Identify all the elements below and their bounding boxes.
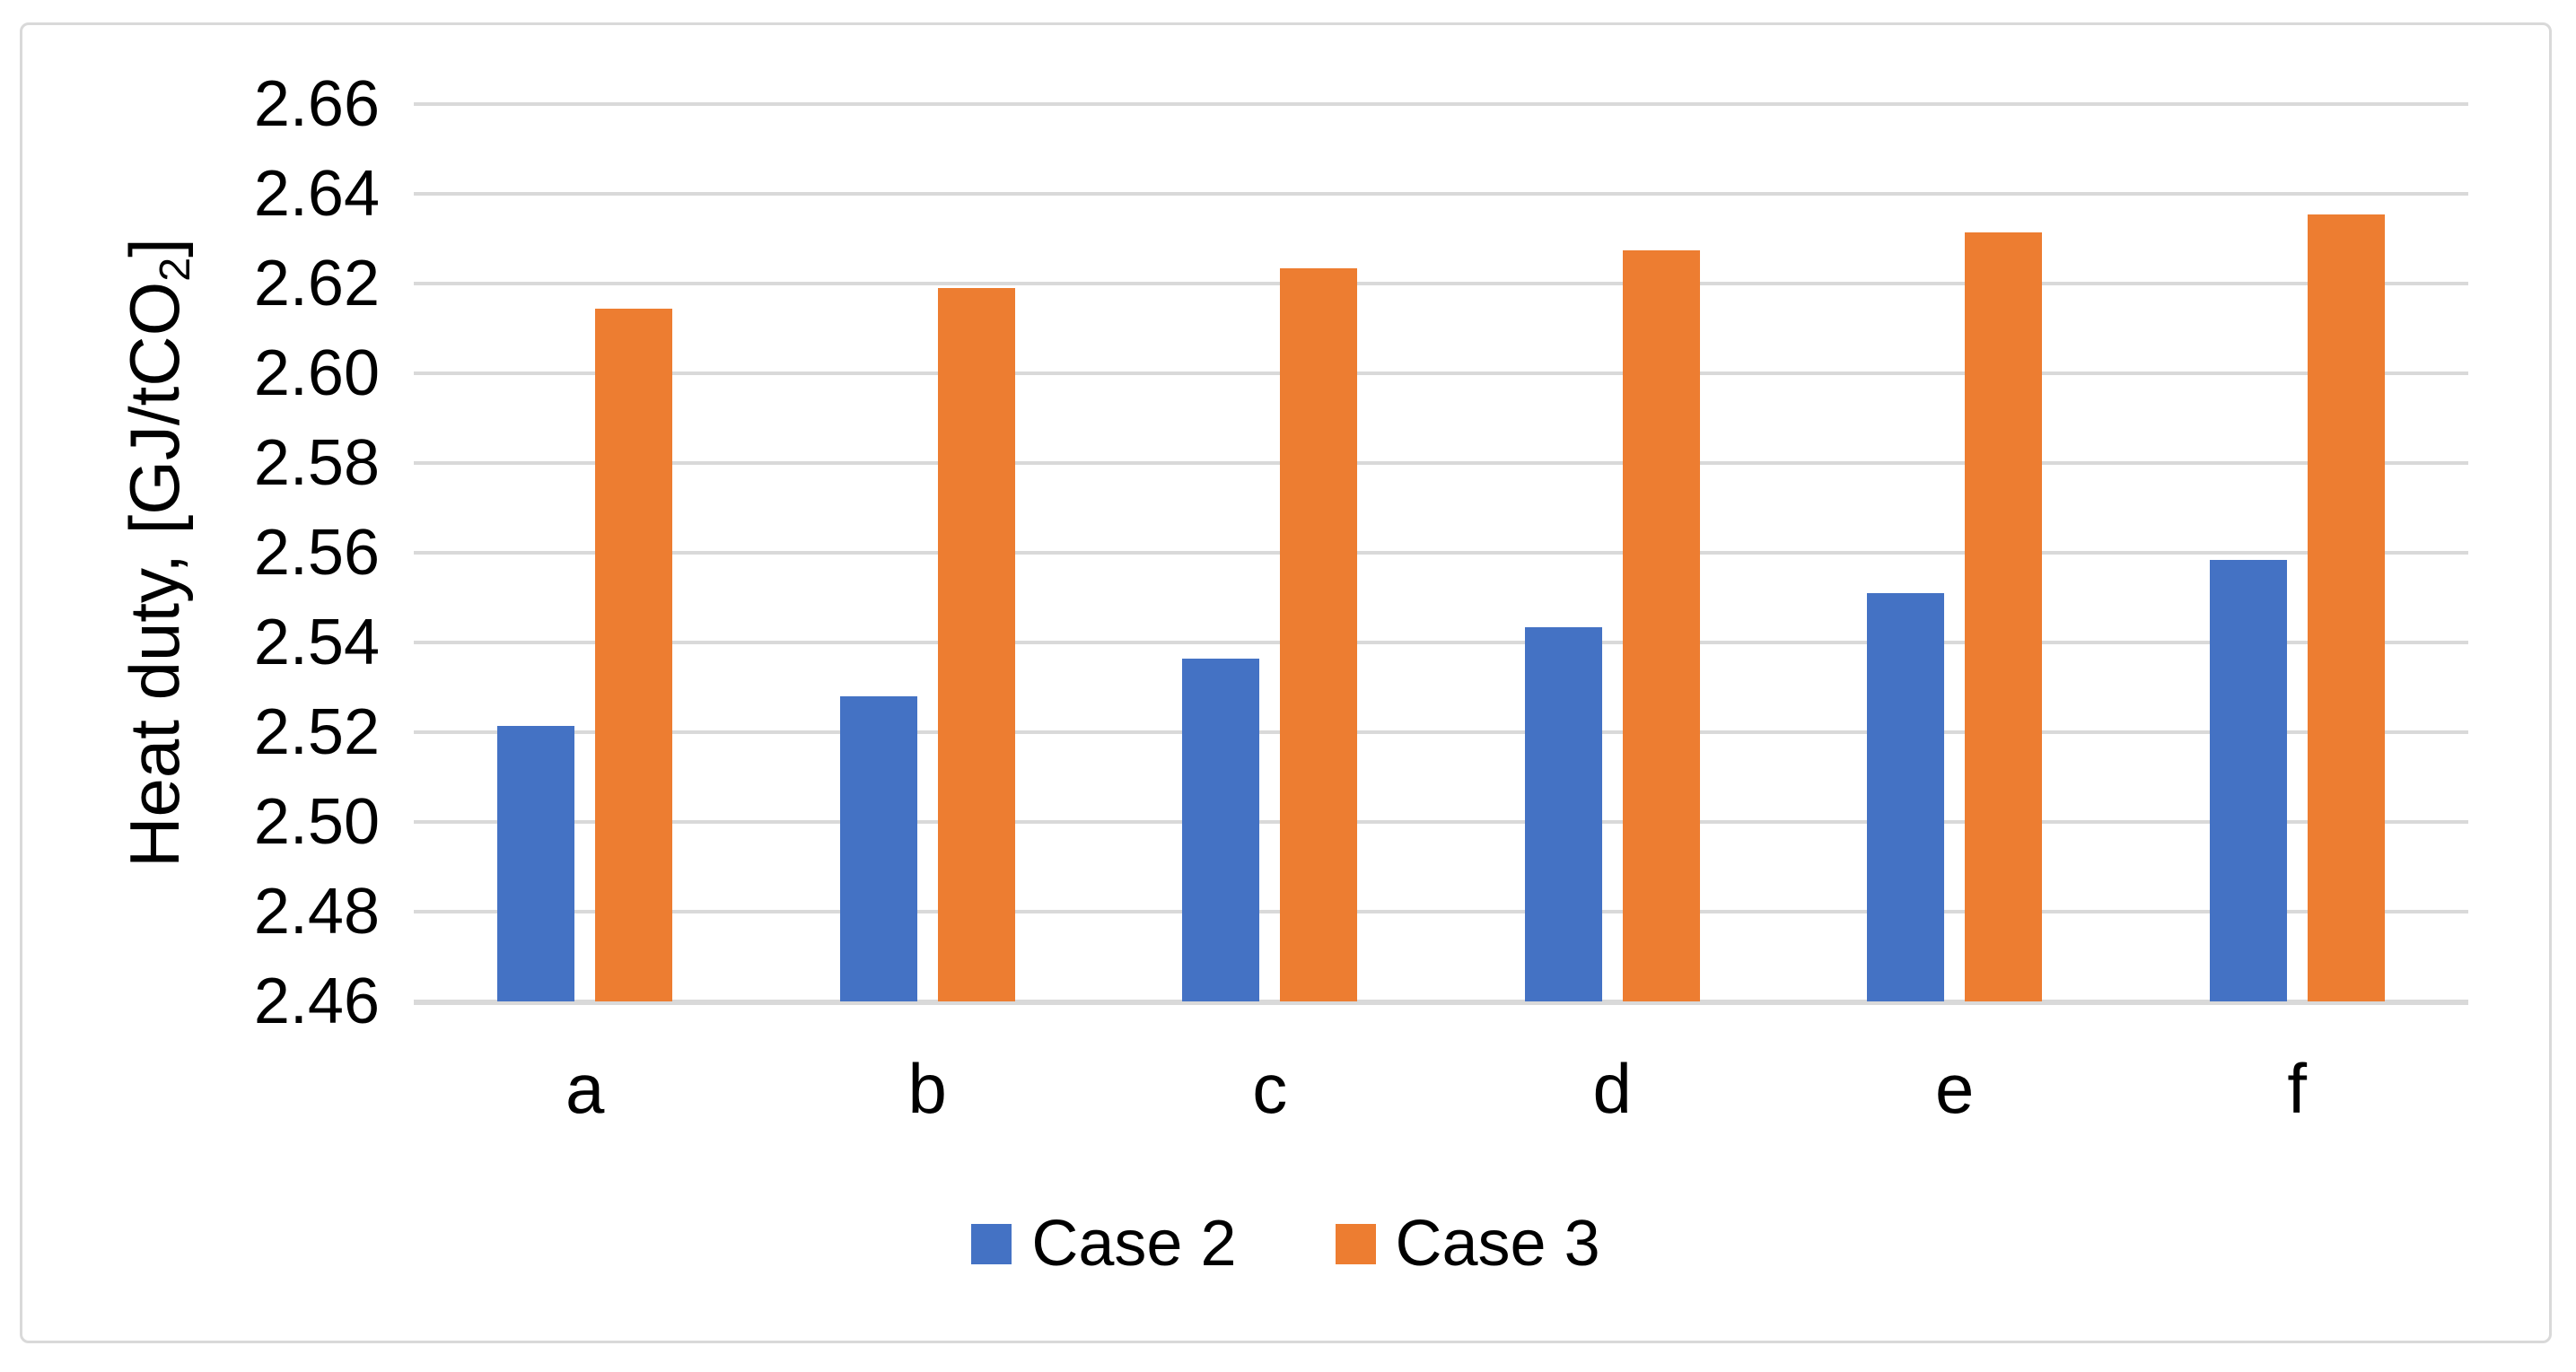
gridline (414, 641, 2468, 644)
y-tick-label: 2.46 (253, 966, 380, 1037)
gridline (414, 192, 2468, 196)
gridline (414, 461, 2468, 465)
gridline (414, 282, 2468, 285)
bar-case2-f (2209, 559, 2287, 1001)
y-tick-label: 2.60 (253, 337, 380, 409)
gridline (414, 102, 2468, 106)
y-tick-label: 2.54 (253, 607, 380, 678)
plot-area (414, 102, 2468, 1005)
bar-case2-b (839, 696, 917, 1001)
x-category-label-c: c (1252, 1049, 1288, 1128)
legend-item-case-3: Case 3 (1335, 1208, 1600, 1280)
bar-case2-e (1867, 593, 1945, 1001)
y-tick-label: 2.50 (253, 786, 380, 858)
legend: Case 2 Case 3 (22, 1199, 2549, 1289)
bar-case3-b (937, 288, 1015, 1001)
y-tick-label: 2.56 (253, 517, 380, 589)
y-tick-label: 2.66 (253, 68, 380, 140)
x-axis-labels: a b c d e f (414, 1048, 2468, 1129)
bar-case3-d (1622, 249, 1700, 1001)
bar-case2-d (1524, 626, 1602, 1001)
x-category-label-a: a (565, 1049, 605, 1128)
x-category-label-f: f (2287, 1049, 2308, 1128)
gridline (414, 551, 2468, 555)
x-category-label-d: d (1592, 1049, 1632, 1128)
bar-case3-a (595, 308, 673, 1001)
gridline (414, 730, 2468, 734)
legend-swatch-case-2 (971, 1223, 1012, 1264)
y-tick-label: 2.62 (253, 248, 380, 319)
chart-canvas: Heat duty, [GJ/tCO2] 2.46 2.48 2.50 2.52 2.5… (20, 22, 2552, 1343)
x-category-label-e: e (1935, 1049, 1975, 1128)
legend-swatch-case-3 (1335, 1223, 1376, 1264)
bar-case2-c (1182, 658, 1260, 1001)
bar-case3-f (2307, 214, 2385, 1001)
legend-label: Case 3 (1395, 1208, 1600, 1280)
bar-case3-e (1965, 232, 2043, 1001)
gridline (414, 910, 2468, 913)
y-tick-label: 2.48 (253, 876, 380, 948)
gridline (414, 820, 2468, 824)
bar-case3-c (1280, 267, 1358, 1001)
bar-case2-a (497, 725, 575, 1001)
gridline (414, 371, 2468, 375)
x-category-label-b: b (907, 1049, 947, 1128)
legend-item-case-2: Case 2 (971, 1208, 1237, 1280)
y-tick-label: 2.58 (253, 427, 380, 499)
y-axis-tick-labels: 2.46 2.48 2.50 2.52 2.54 2.56 2.58 2.60 2.62 2.64… (22, 25, 380, 1341)
y-tick-label: 2.52 (253, 696, 380, 768)
legend-label: Case 2 (1031, 1208, 1237, 1280)
x-axis-baseline (414, 1000, 2468, 1005)
y-tick-label: 2.64 (253, 158, 380, 230)
